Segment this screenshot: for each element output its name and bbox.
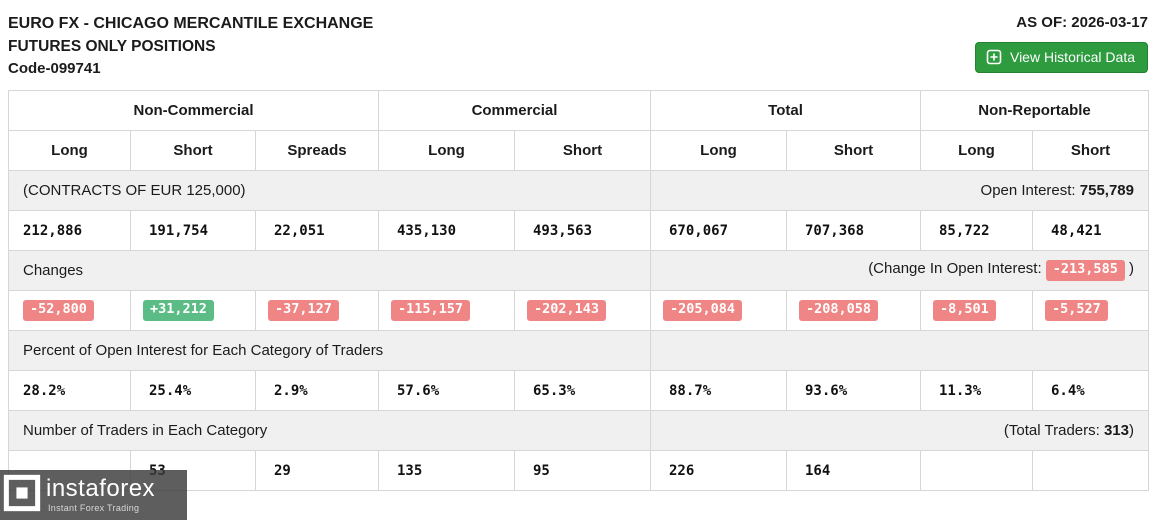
watermark-tagline: Instant Forex Trading (48, 503, 140, 513)
change-value: -202,143 (527, 300, 607, 321)
total-traders-cell: (Total Traders: 313) (650, 410, 1149, 451)
changes-band-row: Changes (Change In Open Interest: -213,5… (8, 250, 1149, 291)
col-header-c-short: Short (514, 130, 651, 171)
col-header-nc-spreads: Spreads (255, 130, 379, 171)
position-cell: 212,886 (8, 210, 131, 251)
position-cell: 493,563 (514, 210, 651, 251)
change-value: -8,501 (933, 300, 996, 321)
change-value: -208,058 (799, 300, 879, 321)
total-traders-value: 313 (1103, 422, 1129, 439)
percent-cell: 6.4% (1032, 370, 1149, 411)
traders-cell: 29 (255, 450, 379, 491)
report-subtitle: FUTURES ONLY POSITIONS (8, 38, 216, 55)
traders-cell (1032, 450, 1149, 491)
change-value: -5,527 (1045, 300, 1108, 321)
watermark-brand: instaforex (46, 475, 156, 502)
percents-row: 28.2% 25.4% 2.9% 57.6% 65.3% 88.7% 93.6%… (8, 370, 1149, 411)
position-cell: 707,368 (786, 210, 921, 251)
total-traders-label: (Total Traders: (1003, 422, 1100, 439)
open-interest-cell: Open Interest: 755,789 (650, 170, 1149, 211)
traders-cell: 226 (650, 450, 787, 491)
watermark-text: instaforex Instant Forex Trading (46, 477, 155, 513)
group-header-commercial: Commercial (378, 90, 651, 131)
open-interest-label: Open Interest: (980, 182, 1076, 199)
percent-band-row: Percent of Open Interest for Each Catego… (8, 330, 1149, 371)
traders-cell (920, 450, 1033, 491)
percent-cell: 93.6% (786, 370, 921, 411)
position-cell: 670,067 (650, 210, 787, 251)
header-right: AS OF: 2026-03-17 View Historical Data (974, 12, 1148, 73)
view-historical-data-button[interactable]: View Historical Data (974, 42, 1148, 73)
positions-row: 212,886 191,754 22,051 435,130 493,563 6… (8, 210, 1149, 251)
changes-label: Changes (8, 250, 651, 291)
change-value: +31,212 (143, 300, 214, 321)
total-traders-suffix: ) (1129, 422, 1134, 439)
change-cell: -8,501 (920, 290, 1033, 331)
traders-cell: 164 (786, 450, 921, 491)
historical-data-icon (986, 49, 1002, 65)
col-header-t-short: Short (786, 130, 921, 171)
traders-cell: 135 (378, 450, 515, 491)
change-oi-label: (Change In Open Interest: (868, 260, 1042, 278)
contracts-band-row: (CONTRACTS OF EUR 125,000) Open Interest… (8, 170, 1149, 211)
col-header-t-long: Long (650, 130, 787, 171)
change-cell: -52,800 (8, 290, 131, 331)
percent-label: Percent of Open Interest for Each Catego… (8, 330, 651, 371)
change-cell: +31,212 (130, 290, 256, 331)
percent-cell: 25.4% (130, 370, 256, 411)
contracts-label: (CONTRACTS OF EUR 125,000) (8, 170, 651, 211)
col-header-nr-short: Short (1032, 130, 1149, 171)
change-cell: -37,127 (255, 290, 379, 331)
report-code: Code-099741 (8, 60, 101, 77)
col-header-nc-long: Long (8, 130, 131, 171)
instaforex-watermark: instaforex Instant Forex Trading (0, 470, 187, 520)
position-cell: 191,754 (130, 210, 256, 251)
sub-header-row: Long Short Spreads Long Short Long Short… (8, 130, 1149, 171)
traders-label: Number of Traders in Each Category (8, 410, 651, 451)
group-header-row: Non-Commercial Commercial Total Non-Repo… (8, 90, 1149, 131)
position-cell: 85,722 (920, 210, 1033, 251)
change-open-interest-cell: (Change In Open Interest: -213,585 ) (650, 250, 1149, 291)
group-header-non-commercial: Non-Commercial (8, 90, 379, 131)
change-value: -205,084 (663, 300, 743, 321)
traders-cell: 95 (514, 450, 651, 491)
traders-band-row: Number of Traders in Each Category (Tota… (8, 410, 1149, 451)
change-value: -115,157 (391, 300, 471, 321)
change-value: -52,800 (23, 300, 94, 321)
percent-cell: 65.3% (514, 370, 651, 411)
as-of-date: AS OF: 2026-03-17 (1016, 14, 1148, 31)
position-cell: 435,130 (378, 210, 515, 251)
change-cell: -115,157 (378, 290, 515, 331)
instaforex-logo-icon (3, 474, 41, 517)
report-header: EURO FX - CHICAGO MERCANTILE EXCHANGE FU… (0, 0, 1157, 90)
change-cell: -208,058 (786, 290, 921, 331)
change-oi-suffix: ) (1129, 260, 1134, 278)
changes-row: -52,800 +31,212 -37,127 -115,157 -202,14… (8, 290, 1149, 331)
percent-cell: 28.2% (8, 370, 131, 411)
percent-cell: 2.9% (255, 370, 379, 411)
change-cell: -5,527 (1032, 290, 1149, 331)
percent-cell: 11.3% (920, 370, 1033, 411)
col-header-nc-short: Short (130, 130, 256, 171)
open-interest-value: 755,789 (1079, 182, 1134, 199)
group-header-non-reportable: Non-Reportable (920, 90, 1149, 131)
position-cell: 22,051 (255, 210, 379, 251)
percent-band-spacer (650, 330, 1149, 371)
report-title: EURO FX - CHICAGO MERCANTILE EXCHANGE (8, 15, 374, 32)
report-titles: EURO FX - CHICAGO MERCANTILE EXCHANGE FU… (8, 12, 373, 80)
change-oi-value: -213,585 (1045, 260, 1125, 281)
view-historical-data-label: View Historical Data (1009, 49, 1135, 65)
change-cell: -202,143 (514, 290, 651, 331)
change-cell: -205,084 (650, 290, 787, 331)
col-header-c-long: Long (378, 130, 515, 171)
change-value: -37,127 (268, 300, 339, 321)
percent-cell: 57.6% (378, 370, 515, 411)
col-header-nr-long: Long (920, 130, 1033, 171)
percent-cell: 88.7% (650, 370, 787, 411)
position-cell: 48,421 (1032, 210, 1149, 251)
cot-table: Non-Commercial Commercial Total Non-Repo… (8, 90, 1149, 491)
group-header-total: Total (650, 90, 921, 131)
